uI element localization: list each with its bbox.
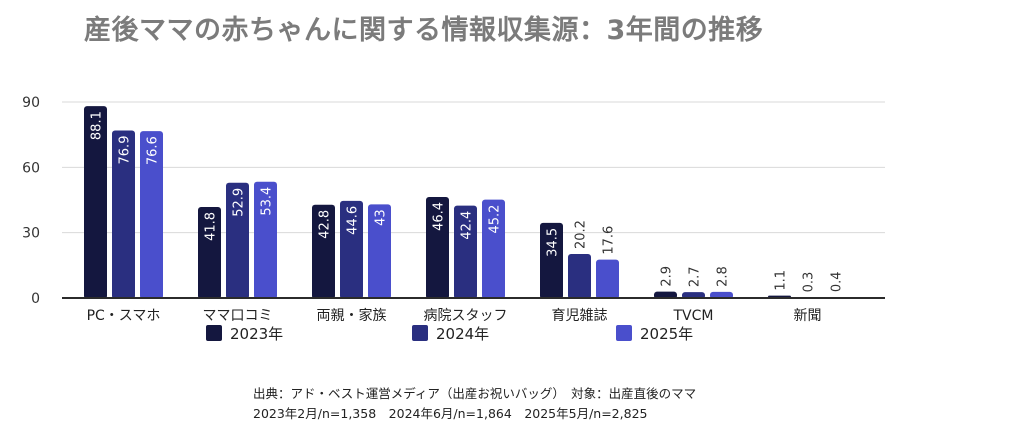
legend: 2023年 2024年 2025年 xyxy=(206,325,693,343)
value-label-pc-2023: 88.1 xyxy=(90,111,105,140)
x-tick-label-tvcm: TVCM xyxy=(673,308,714,324)
x-tick-label-cat5: 育児雑誌 xyxy=(552,308,608,324)
y-tick-label-0: 0 xyxy=(31,291,40,307)
value-label-cat3-2023: 42.8 xyxy=(318,210,333,239)
bars xyxy=(84,106,847,299)
value-label-cat3-2024: 44.6 xyxy=(346,206,361,235)
bar-cat3-2025 xyxy=(368,204,391,299)
legend-label-2025: 2025年 xyxy=(640,325,693,343)
legend-swatch-2023 xyxy=(206,325,222,341)
value-label-cat2-2024: 52.9 xyxy=(232,188,247,217)
bar-cat5-2025 xyxy=(596,259,619,299)
bar-cat4-2025 xyxy=(482,199,505,299)
value-label-cat5-2025: 17.6 xyxy=(602,226,617,255)
legend-swatch-2025 xyxy=(616,325,632,341)
bar-cat2-2024 xyxy=(226,182,249,299)
value-label-cat4-2023: 46.4 xyxy=(432,202,447,231)
x-tick-label-cat7: 新聞 xyxy=(794,308,822,324)
value-label-tvcm-2023: 2.9 xyxy=(660,266,675,287)
value-label-cat7-2023: 1.1 xyxy=(774,270,789,291)
legend-label-2023: 2023年 xyxy=(230,325,283,343)
value-label-tvcm-2024: 2.7 xyxy=(688,266,703,287)
bar-pc-2025 xyxy=(140,131,163,299)
source-note-line-2: 2023年2月/n=1,358 2024年6月/n=1,864 2025年5月/… xyxy=(253,406,648,421)
value-label-pc-2024: 76.9 xyxy=(118,136,133,165)
bar-cat5-2023 xyxy=(540,222,563,299)
value-label-pc-2025: 76.6 xyxy=(146,136,161,165)
value-label-cat2-2025: 53.4 xyxy=(260,187,275,216)
value-label-cat3-2025: 43 xyxy=(374,209,389,226)
value-label-cat7-2024: 0.3 xyxy=(802,272,817,293)
value-label-cat5-2024: 20.2 xyxy=(574,220,589,249)
x-tick-label-cat2: ママ口コミ xyxy=(203,308,273,324)
x-axis-ticks: PC・スマホ ママ口コミ 両親・家族 病院スタッフ 育児雑誌 TVCM 新聞 xyxy=(87,307,822,324)
bar-pc-2023 xyxy=(84,106,107,299)
chart-title: 産後ママの赤ちゃんに関する情報収集源：3年間の推移 xyxy=(84,15,764,46)
value-label-cat4-2024: 42.4 xyxy=(460,211,475,240)
legend-label-2024: 2024年 xyxy=(436,325,489,343)
bar-cat2-2023 xyxy=(198,206,221,299)
bar-cat3-2024 xyxy=(340,200,363,299)
y-tick-label-60: 60 xyxy=(22,160,40,176)
x-tick-label-cat3: 両親・家族 xyxy=(317,307,387,324)
x-tick-label-cat4: 病院スタッフ xyxy=(424,308,508,324)
bar-cat5-2024 xyxy=(568,254,591,299)
y-axis-ticks: 0 30 60 90 xyxy=(22,95,40,307)
value-label-cat2-2023: 41.8 xyxy=(204,212,219,241)
y-tick-label-90: 90 xyxy=(22,95,40,111)
y-tick-label-30: 30 xyxy=(22,226,40,242)
value-label-cat5-2023: 34.5 xyxy=(546,228,561,257)
bar-cat3-2023 xyxy=(312,204,335,299)
value-label-cat7-2025: 0.4 xyxy=(830,271,845,292)
source-note-line-1: 出典：アド・ベスト運営メディア（出産お祝いバッグ） 対象：出産直後のママ xyxy=(253,386,697,401)
bar-pc-2024 xyxy=(112,130,135,299)
legend-swatch-2024 xyxy=(412,325,428,341)
bar-cat4-2024 xyxy=(454,205,477,299)
value-label-tvcm-2025: 2.8 xyxy=(716,266,731,287)
value-label-cat4-2025: 45.2 xyxy=(488,205,503,234)
x-tick-label-pc: PC・スマホ xyxy=(87,308,161,324)
bar-cat4-2023 xyxy=(426,196,449,299)
bar-cat2-2025 xyxy=(254,181,277,299)
value-labels: 88.1 76.9 76.6 41.8 52.9 53.4 42.8 44.6 43 46.4 42… xyxy=(90,111,845,292)
